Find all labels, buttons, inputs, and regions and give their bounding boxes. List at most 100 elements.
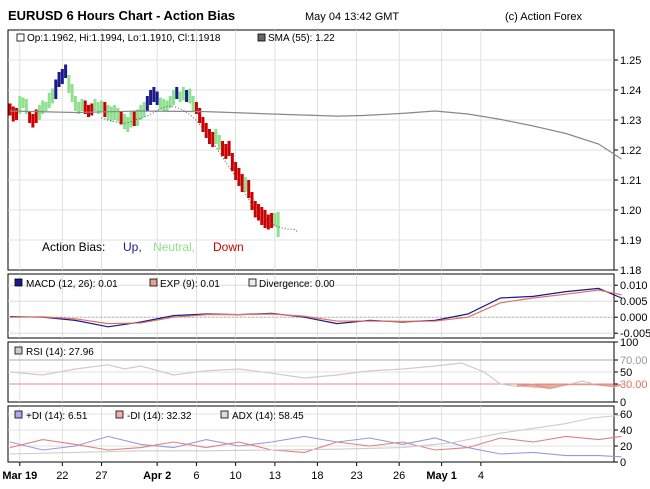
axes: Mar 19 22 27 Apr 2 6 10 13 18 23 26 May 1 4 1.25 1.24… (2, 55, 650, 482)
price-bar (44, 102, 48, 111)
price-bar (31, 114, 35, 128)
x-tick-label: 27 (95, 470, 107, 482)
price-bar (237, 168, 241, 186)
divergence-legend-swatch (248, 278, 257, 287)
price-bar (60, 69, 64, 84)
x-tick-label: 13 (269, 470, 281, 482)
price-bar (80, 99, 84, 111)
macd-legend: MACD (12, 26): 0.01 (26, 279, 118, 290)
price-bar (70, 84, 74, 102)
price-bar (263, 210, 267, 228)
sma-legend: SMA (55): 1.22 (268, 33, 335, 44)
minus-di-line (9, 435, 622, 453)
price-bar (8, 103, 12, 116)
price-bar (18, 96, 22, 114)
price-bar (93, 99, 97, 111)
y-tick-label: 0 (620, 457, 626, 469)
rsi-oversold-fill (516, 384, 622, 389)
divergence-legend: Divergence: 0.00 (259, 279, 335, 290)
bias-label: Action Bias: (42, 240, 105, 254)
price-bar (90, 103, 94, 116)
adx-legend-swatch (220, 410, 229, 419)
price-bar (57, 72, 61, 87)
price-bar (243, 177, 247, 192)
price-bar (188, 88, 192, 104)
price-bar (100, 100, 104, 113)
rsi-legend-swatch (14, 346, 23, 355)
price-bar (178, 91, 182, 102)
price-bar (145, 96, 149, 111)
exp-line (9, 289, 622, 325)
plus-di-legend: +DI (14): 6.51 (26, 411, 88, 422)
bias-up: Up, (123, 240, 142, 254)
price-bar (155, 91, 159, 105)
y-tick-label: 0.010 (620, 280, 648, 292)
price-bar (122, 114, 126, 129)
dmi-panel (7, 405, 615, 463)
price-bar (162, 99, 166, 111)
price-bar (201, 117, 205, 132)
y-tick-label: 1.24 (620, 85, 641, 97)
macd-line (9, 287, 622, 328)
price-bar (41, 100, 45, 114)
price-bar (126, 117, 130, 132)
y-tick-label: 60 (620, 409, 632, 421)
price-bar (270, 213, 274, 228)
price-bar (247, 180, 251, 198)
y-tick-label: 0.005 (620, 296, 648, 308)
price-bar (106, 105, 110, 120)
y-tick-label: 1.21 (620, 175, 641, 187)
x-tick-label: 23 (350, 470, 362, 482)
price-bar (109, 106, 113, 122)
y-tick-label: 0 (620, 397, 626, 409)
rsi-line (9, 362, 622, 390)
price-bar (34, 109, 38, 123)
price-bar (211, 132, 215, 147)
price-bar (158, 97, 162, 110)
price-bars (8, 64, 622, 237)
price-bar (191, 96, 195, 111)
price-bar (116, 108, 120, 122)
price-bar (224, 144, 228, 159)
y-tick-label: 50 (620, 367, 632, 379)
adx-legend: ADX (14): 58.45 (232, 411, 304, 422)
y-tick-label: 1.19 (620, 235, 641, 247)
price-bar (28, 111, 32, 123)
price-bar (257, 204, 261, 221)
price-bar (21, 97, 25, 108)
x-tick-label: 18 (311, 470, 323, 482)
price-bar (142, 102, 146, 117)
macd-legend-swatch (14, 278, 23, 287)
price-bar (185, 90, 189, 102)
price-bar (24, 99, 28, 114)
price-bar (119, 111, 123, 125)
price-bar (214, 129, 218, 144)
y-tick-label: 40 (620, 425, 632, 437)
chart-copyright: (c) Action Forex (505, 11, 583, 23)
price-bar (149, 90, 153, 105)
bias-neutral: Neutral, (153, 240, 195, 254)
price-bar (11, 106, 15, 122)
x-tick-label: Apr 2 (143, 470, 171, 482)
price-bar (234, 162, 238, 180)
y-tick-label: -0.005 (620, 328, 650, 340)
plus-di-line (9, 435, 622, 458)
plus-di-legend-swatch (14, 410, 23, 419)
price-bar (221, 141, 225, 156)
price-bar (227, 141, 231, 156)
exp-legend-swatch (149, 278, 158, 287)
price-bar (217, 135, 221, 150)
price-bar (47, 93, 51, 108)
exp-legend: EXP (9): 0.01 (160, 279, 220, 290)
price-bar (181, 87, 185, 101)
price-bar (96, 102, 100, 114)
price-bar (103, 102, 107, 117)
price-bar (64, 64, 68, 78)
price-bar (240, 174, 244, 192)
indicator-lines (8, 287, 622, 458)
rsi-legend: RSI (14): 27.96 (26, 347, 94, 358)
price-bar (37, 105, 41, 120)
y-tick-label: 30.00 (620, 379, 648, 391)
x-tick-label: May 1 (426, 470, 457, 482)
